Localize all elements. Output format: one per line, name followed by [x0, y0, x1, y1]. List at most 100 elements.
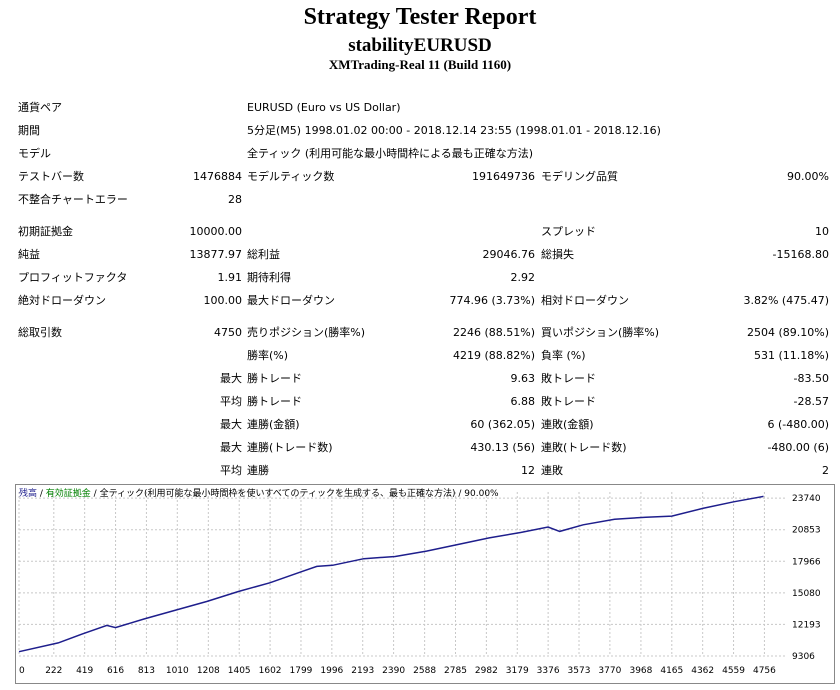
x-tick-label: 4756 — [753, 666, 776, 676]
x-tick-label: 616 — [107, 666, 124, 676]
avg-word-1: 平均 — [220, 395, 242, 408]
max-cons-loss-amount-value: -480.00 (6) — [767, 441, 829, 454]
chart-lines — [18, 495, 764, 653]
mismatch-value: 28 — [228, 193, 242, 206]
x-tick-label: 1602 — [259, 666, 282, 676]
bars-label: テストバー数 — [18, 170, 84, 183]
profit-factor-value: 1.91 — [217, 271, 243, 284]
largest-loss-label: 敗トレード — [541, 372, 596, 385]
largest-win-value: 9.63 — [510, 372, 536, 385]
max-word-1: 最大 — [220, 372, 242, 385]
max-cons-profit-value: 430.13 (56) — [470, 441, 535, 454]
x-tick-label: 1208 — [197, 666, 220, 676]
y-tick-label: 20853 — [792, 526, 821, 536]
short-positions-value: 2246 (88.51%) — [452, 326, 535, 339]
x-axis-labels: 0 222 419 616 813 1010 1208 1405 1602 1799 1996 219… — [19, 666, 776, 676]
x-tick-label: 0 — [19, 666, 25, 676]
x-tick-label: 1799 — [290, 666, 313, 676]
profit-trades-value: 4219 (88.82%) — [452, 349, 535, 362]
deposit-label: 初期証拠金 — [18, 225, 73, 238]
mismatch-label: 不整合チャートエラー — [18, 193, 128, 206]
period-value: 5分足(M5) 1998.01.02 00:00 - 2018.12.14 23… — [247, 124, 661, 137]
avg-cons-losses-label: 連敗 — [541, 464, 563, 477]
largest-win-label: 勝トレード — [247, 372, 302, 385]
symbol-label: 通貨ペア — [18, 101, 62, 114]
max-cons-profit-label: 連勝(トレード数) — [247, 441, 333, 454]
x-tick-label: 4362 — [691, 666, 714, 676]
legend-balance: 残高 — [19, 487, 37, 499]
x-tick-label: 2193 — [351, 666, 374, 676]
x-tick-label: 2982 — [475, 666, 498, 676]
loss-trades-value: 531 (11.18%) — [753, 349, 829, 362]
max-cons-loss-amount-label: 連敗(トレード数) — [541, 441, 627, 454]
report-title: Strategy Tester Report — [303, 4, 537, 30]
symbol-value: EURUSD (Euro vs US Dollar) — [247, 101, 401, 114]
model-label: モデル — [18, 147, 51, 160]
y-tick-label: 9306 — [792, 652, 815, 662]
max-cons-wins-label: 連勝(金額) — [247, 418, 300, 431]
abs-drawdown-label: 絶対ドローダウン — [18, 294, 106, 307]
abs-drawdown-value: 100.00 — [203, 294, 243, 307]
y-tick-label: 23740 — [792, 494, 821, 504]
avg-loss-label: 敗トレード — [541, 395, 596, 408]
rel-drawdown-label: 相対ドローダウン — [541, 294, 629, 307]
legend-sep-2: / — [91, 489, 100, 499]
x-tick-label: 2390 — [382, 666, 405, 676]
server-info: XMTrading-Real 11 (Build 1160) — [328, 57, 512, 72]
total-trades-label: 総取引数 — [18, 326, 62, 339]
legend-equity: 有効証拠金 — [46, 487, 91, 499]
long-positions-value: 2504 (89.10%) — [746, 326, 829, 339]
y-axis-labels: 9306 12193 15080 17966 20853 23740 — [792, 494, 821, 662]
legend-sep-1: / — [37, 489, 46, 499]
x-tick-label: 2785 — [444, 666, 467, 676]
avg-loss-value: -28.57 — [793, 395, 829, 408]
legend-quality: 90.00% — [464, 489, 499, 499]
gross-profit-value: 29046.76 — [482, 248, 536, 261]
x-tick-label: 1996 — [320, 666, 343, 676]
x-tick-label: 4165 — [660, 666, 683, 676]
rel-drawdown-value: 3.82% (475.47) — [743, 294, 829, 307]
short-positions-label: 売りポジション(勝率%) — [247, 326, 366, 339]
chart-legend: 残高 / 有効証拠金 / 全ティック(利用可能な最小時間枠を使いすべてのティック… — [19, 487, 499, 499]
max-cons-wins-value: 60 (362.05) — [470, 418, 535, 431]
avg-cons-wins-label: 連勝 — [247, 464, 269, 477]
spread-label: スプレッド — [541, 225, 596, 238]
x-tick-label: 2588 — [413, 666, 436, 676]
bars-value: 1476884 — [193, 170, 242, 183]
expected-payoff-label: 期待利得 — [247, 271, 291, 284]
avg-win-value: 6.88 — [510, 395, 536, 408]
model-value: 全ティック (利用可能な最小時間枠による最も正確な方法) — [247, 147, 534, 160]
avg-cons-losses-value: 2 — [822, 464, 829, 477]
deposit-value: 10000.00 — [189, 225, 243, 238]
x-tick-label: 3968 — [629, 666, 652, 676]
quality-value: 90.00% — [787, 170, 829, 183]
x-tick-label: 4559 — [722, 666, 745, 676]
x-tick-label: 3573 — [568, 666, 591, 676]
legend-model: 全ティック(利用可能な最小時間枠を使いすべてのティックを生成する、最も正確な方法… — [100, 487, 456, 499]
x-tick-label: 1405 — [228, 666, 251, 676]
total-trades-value: 4750 — [214, 326, 242, 339]
max-word-2: 最大 — [220, 418, 242, 431]
avg-word-2: 平均 — [220, 464, 242, 477]
spread-value: 10 — [815, 225, 829, 238]
gross-loss-label: 総損失 — [541, 248, 574, 261]
y-tick-label: 12193 — [792, 620, 821, 630]
avg-cons-wins-value: 12 — [521, 464, 535, 477]
net-profit-value: 13877.97 — [189, 248, 243, 261]
max-word-3: 最大 — [220, 441, 242, 454]
balance-series-line — [18, 495, 764, 653]
expected-payoff-value: 2.92 — [510, 271, 536, 284]
max-cons-losses-value: 6 (-480.00) — [767, 418, 829, 431]
ea-name: stabilityEURUSD — [348, 35, 492, 56]
profit-trades-label: 勝率(%) — [247, 349, 289, 362]
ticks-value: 191649736 — [472, 170, 535, 183]
avg-win-label: 勝トレード — [247, 395, 302, 408]
max-cons-losses-label: 連敗(金額) — [541, 418, 594, 431]
max-drawdown-label: 最大ドローダウン — [247, 294, 335, 307]
x-tick-label: 3376 — [537, 666, 560, 676]
ticks-label: モデルティック数 — [247, 170, 335, 183]
y-tick-label: 17966 — [792, 557, 821, 567]
y-tick-label: 15080 — [792, 589, 821, 599]
profit-factor-label: プロフィットファクタ — [18, 271, 128, 284]
period-label: 期間 — [18, 124, 40, 137]
